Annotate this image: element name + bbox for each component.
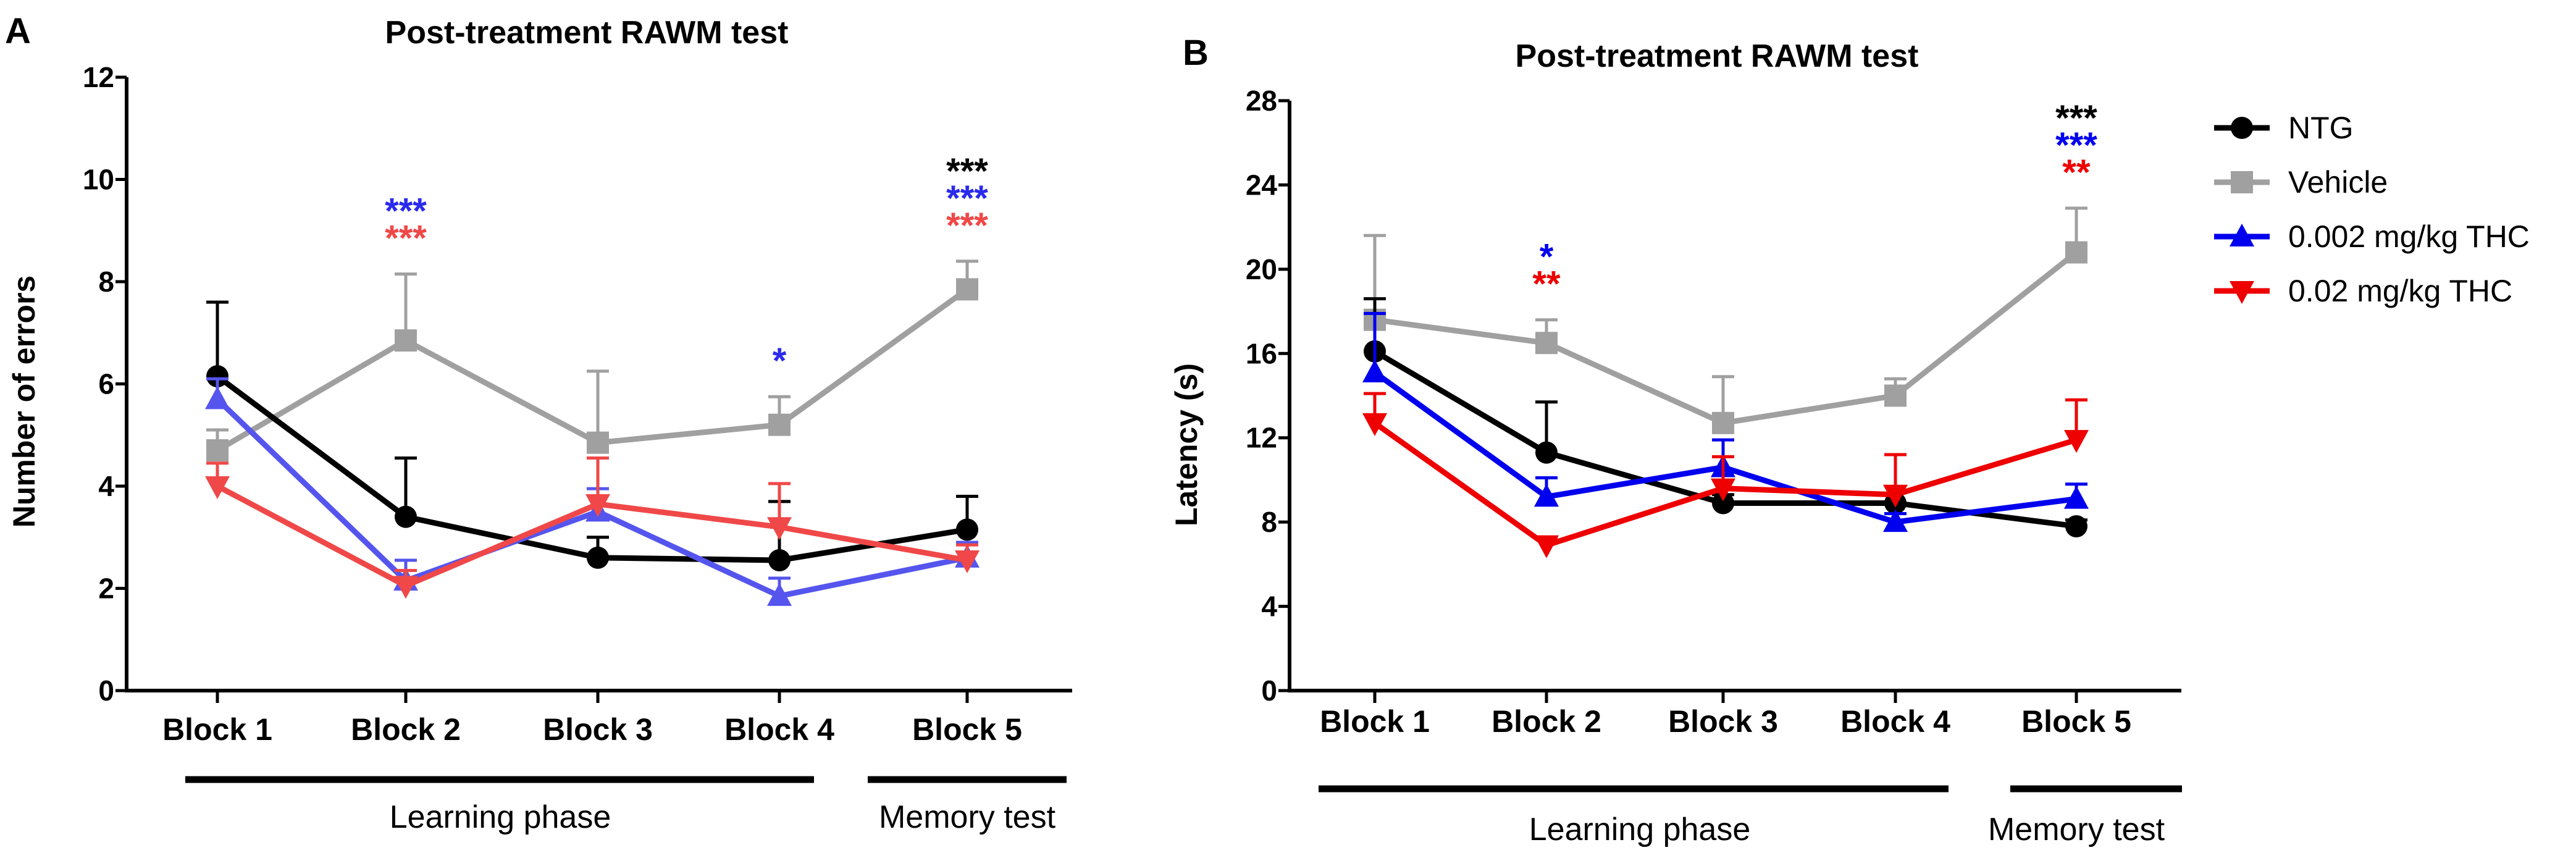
legend-marker-ntg bbox=[2231, 117, 2253, 139]
panel-a-category-label: Block 4 bbox=[724, 712, 834, 747]
panel-b-y-tick-label: 28 bbox=[1246, 85, 1277, 117]
legend-marker-0-02-mg-kg-thc bbox=[2230, 281, 2254, 304]
panel-b-y-tick-label: 0 bbox=[1261, 675, 1277, 707]
panel-b-point-0-002-mg-kg-thc bbox=[1362, 359, 1387, 382]
panel-b-significance-stars: *** bbox=[2055, 125, 2097, 166]
panel-b-significance-stars: * bbox=[1540, 237, 1554, 277]
panel-a-point-0-02-mg-kg-thc bbox=[955, 550, 980, 573]
legend-label-0-002-mg-kg-thc: 0.002 mg/kg THC bbox=[2288, 219, 2530, 254]
panel-a-point-0-02-mg-kg-thc bbox=[393, 576, 418, 599]
panel-a-y-tick-label: 8 bbox=[98, 266, 114, 298]
panel-b-point-0-02-mg-kg-thc bbox=[1711, 478, 1735, 502]
panel-a-line-ntg bbox=[216, 374, 968, 563]
panel-a-y-tick-label: 12 bbox=[83, 61, 114, 93]
panel-a-phase-label: Memory test bbox=[879, 799, 1056, 835]
panel-a-point-ntg bbox=[395, 505, 417, 528]
panel-b-significance-stars: *** bbox=[2055, 98, 2097, 138]
panel-b-point-0-002-mg-kg-thc bbox=[2064, 486, 2089, 509]
panel-b-category-label: Block 1 bbox=[1320, 704, 1430, 739]
legend: NTG Vehicle 0.002 mg/kg THC 0.02 mg/kg THC bbox=[2214, 111, 2530, 308]
panel-b-category-label: Block 5 bbox=[2021, 704, 2131, 739]
panel-a-significance-stars: *** bbox=[946, 151, 988, 191]
panel-b-label: B bbox=[1183, 33, 1209, 73]
panel-a-significance-stars: * bbox=[773, 341, 787, 381]
panel-b-significance-stars: ** bbox=[1532, 264, 1561, 305]
panel-b-point-vehicle bbox=[1884, 384, 1907, 407]
legend-marker-vehicle bbox=[2231, 171, 2253, 193]
panel-a-point-0-02-mg-kg-thc bbox=[767, 517, 792, 540]
panel-a-significance-stars: *** bbox=[385, 191, 427, 232]
legend-label-0-02-mg-kg-thc: 0.02 mg/kg THC bbox=[2288, 274, 2512, 308]
panel-a-point-0-002-mg-kg-thc bbox=[767, 583, 792, 606]
legend-marker-0-002-mg-kg-thc bbox=[2230, 224, 2254, 246]
panel-a-point-vehicle bbox=[956, 278, 978, 301]
panel-a-significance-stars: *** bbox=[946, 206, 988, 246]
panel-b-y-tick-label: 20 bbox=[1246, 253, 1277, 285]
panel-b-point-0-02-mg-kg-thc bbox=[1883, 484, 1908, 508]
panel-b-line-vehicle bbox=[1374, 250, 2078, 426]
panel-b-plot: 0 4 8 12 16 20 24 28 Block 1 Block 2 Block 3 Block … bbox=[1246, 85, 2182, 847]
panel-b-point-vehicle bbox=[2065, 241, 2087, 264]
panel-b-y-tick-label: 12 bbox=[1246, 422, 1277, 454]
panel-a-y-axis-label: Number of errors bbox=[7, 275, 41, 528]
panel-a-title: Post-treatment RAWM test bbox=[385, 15, 789, 51]
panel-a-plot: 0 2 4 6 8 10 12 Block 1 Block 2 Block 3 Block 4 Blo… bbox=[83, 61, 1072, 835]
panel-b-y-tick-label: 24 bbox=[1246, 169, 1278, 201]
panel-b-category-label: Block 3 bbox=[1668, 704, 1778, 739]
panel-a-category-label: Block 5 bbox=[912, 712, 1022, 747]
panel-a-point-ntg bbox=[956, 518, 978, 541]
panel-a-category-label: Block 1 bbox=[162, 712, 272, 747]
panel-a-point-vehicle bbox=[768, 413, 791, 436]
panel-a-point-ntg bbox=[206, 365, 229, 388]
panel-b-category-label: Block 2 bbox=[1491, 704, 1601, 739]
panel-a-point-vehicle bbox=[395, 329, 417, 352]
panel-a-point-vehicle bbox=[206, 439, 229, 462]
panel-a-y-tick-label: 6 bbox=[98, 368, 114, 400]
panel-a-point-0-02-mg-kg-thc bbox=[585, 494, 610, 517]
panel-b-point-0-002-mg-kg-thc bbox=[1883, 509, 1908, 532]
panel-b-point-0-02-mg-kg-thc bbox=[1534, 535, 1559, 558]
panel-b-y-tick-label: 16 bbox=[1246, 337, 1277, 369]
panel-b-title: Post-treatment RAWM test bbox=[1516, 38, 1919, 74]
panel-a-y-tick-label: 0 bbox=[98, 675, 114, 707]
panel-b-point-ntg bbox=[2065, 515, 2087, 537]
panel-a-y-tick-label: 10 bbox=[83, 164, 114, 196]
panel-b-y-tick-label: 4 bbox=[1261, 591, 1277, 623]
panel-b-y-tick-label: 8 bbox=[1261, 506, 1277, 538]
panel-a-point-0-002-mg-kg-thc bbox=[205, 386, 230, 410]
panel-a-point-0-02-mg-kg-thc bbox=[205, 476, 230, 499]
panel-a-category-label: Block 2 bbox=[351, 712, 461, 747]
legend-label-vehicle: Vehicle bbox=[2288, 165, 2388, 200]
panel-a-y-tick-label: 4 bbox=[98, 470, 114, 502]
panel-b-point-ntg bbox=[1712, 492, 1734, 515]
panel-a-significance-stars: *** bbox=[385, 219, 427, 259]
panel-a-significance-stars: *** bbox=[946, 179, 988, 219]
panel-b-point-vehicle bbox=[1712, 411, 1734, 434]
panel-b-significance-stars: ** bbox=[2062, 153, 2091, 193]
panel-a-phase-label: Learning phase bbox=[390, 799, 611, 835]
panel-a-category-label: Block 3 bbox=[543, 712, 653, 747]
legend-label-ntg: NTG bbox=[2288, 111, 2354, 145]
panel-a-point-ntg bbox=[587, 546, 609, 569]
panel-b-phase-label: Learning phase bbox=[1529, 812, 1751, 847]
panel-a-label: A bbox=[5, 11, 31, 51]
panel-b-point-0-02-mg-kg-thc bbox=[2064, 430, 2089, 453]
panel-b-point-0-02-mg-kg-thc bbox=[1362, 413, 1387, 436]
panel-b-phase-label: Memory test bbox=[1988, 812, 2165, 847]
panel-b-point-vehicle bbox=[1535, 332, 1558, 355]
panel-b-point-ntg bbox=[1535, 441, 1558, 464]
panel-a-point-ntg bbox=[768, 549, 791, 571]
panel-a-point-vehicle bbox=[587, 431, 609, 454]
panel-b-category-label: Block 4 bbox=[1840, 704, 1950, 739]
panel-a-y-tick-label: 2 bbox=[98, 573, 114, 605]
panel-b-point-0-002-mg-kg-thc bbox=[1534, 484, 1559, 507]
panel-b-y-axis-label: Latency (s) bbox=[1169, 363, 1204, 526]
